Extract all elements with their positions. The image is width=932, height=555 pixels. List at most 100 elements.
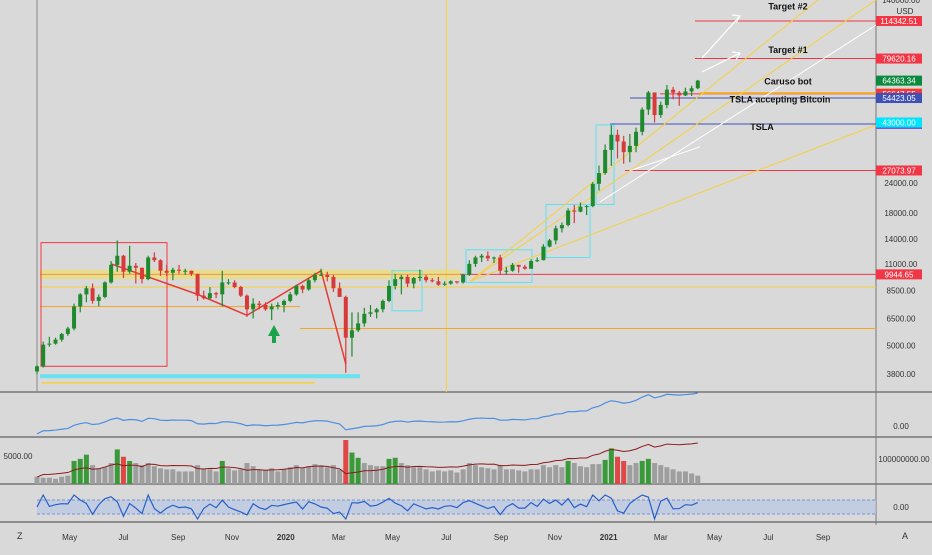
volume-bar-24 bbox=[182, 471, 188, 484]
volume-bar-85 bbox=[559, 467, 565, 484]
volume-bar-46 bbox=[318, 465, 324, 484]
time-tick-label: 2020 bbox=[277, 533, 295, 542]
volume-bar-73 bbox=[485, 468, 491, 484]
volume-bar-25 bbox=[188, 471, 194, 484]
auto-scale-label[interactable]: A bbox=[902, 531, 909, 541]
candle-78-body bbox=[516, 264, 521, 267]
candle-21-body bbox=[164, 270, 169, 273]
volume-bar-30 bbox=[219, 460, 225, 484]
candle-57-body bbox=[387, 285, 392, 301]
candle-33-body bbox=[238, 287, 243, 296]
candle-64-body bbox=[430, 280, 435, 282]
candle-61-body bbox=[411, 278, 416, 284]
volume-bar-11 bbox=[102, 467, 108, 484]
price-label: 27073.97 bbox=[882, 166, 916, 175]
candle-19-body bbox=[152, 257, 157, 261]
candle-100-body bbox=[652, 92, 657, 116]
volume-bar-77 bbox=[510, 469, 516, 484]
volume-bar-101 bbox=[658, 465, 664, 484]
volume-bar-14 bbox=[120, 456, 126, 484]
price-label-bg bbox=[876, 93, 922, 104]
price-tick-label: 5000.00 bbox=[887, 342, 916, 351]
candle-76-body bbox=[504, 270, 509, 272]
volume-bar-84 bbox=[553, 465, 559, 484]
volume-bar-18 bbox=[145, 463, 151, 484]
volume-bar-81 bbox=[534, 469, 540, 484]
volume-bar-54 bbox=[367, 465, 373, 484]
target-2-arrow-head bbox=[731, 14, 741, 24]
candle-series bbox=[35, 79, 700, 375]
candle-38-body bbox=[269, 306, 274, 310]
white-short-line bbox=[629, 146, 701, 172]
time-tick-label: May bbox=[707, 533, 722, 542]
volume-bar-28 bbox=[207, 469, 213, 484]
candle-7-body bbox=[78, 294, 83, 307]
volume-bar-61 bbox=[411, 467, 417, 484]
volume-bar-36 bbox=[256, 469, 262, 484]
price-label-bg bbox=[876, 269, 922, 280]
candle-102-body bbox=[664, 89, 669, 105]
candle-73-body bbox=[485, 255, 490, 259]
candle-59-body bbox=[399, 276, 404, 280]
indicator-2-line bbox=[36, 493, 699, 522]
price-tick-label: 140000.00 bbox=[882, 0, 920, 5]
candle-1-body bbox=[41, 344, 46, 367]
candle-9-body bbox=[90, 288, 95, 301]
volume-bar-79 bbox=[522, 471, 528, 484]
price-label-bg bbox=[876, 53, 922, 64]
candle-13-body bbox=[115, 255, 120, 265]
candle-4-body bbox=[59, 333, 64, 340]
volume-bar-34 bbox=[244, 463, 250, 484]
volume-bar-65 bbox=[435, 470, 441, 484]
candle-0-body bbox=[35, 366, 39, 372]
price-label-bg bbox=[876, 75, 922, 86]
candle-16-body bbox=[133, 265, 138, 268]
volume-bar-1 bbox=[40, 477, 46, 484]
cyan-band bbox=[40, 374, 360, 379]
volume-bar-10 bbox=[96, 468, 102, 484]
candle-70-body bbox=[467, 263, 472, 275]
volume-bar-7 bbox=[77, 458, 83, 484]
candle-87-body bbox=[572, 210, 577, 212]
candle-53-body bbox=[362, 313, 367, 324]
volume-bar-13 bbox=[114, 449, 120, 484]
volume-bar-52 bbox=[355, 457, 361, 484]
cyan-box-3 bbox=[545, 204, 591, 259]
volume-bar-83 bbox=[547, 467, 553, 484]
volume-bar-31 bbox=[225, 468, 231, 484]
candle-66-body bbox=[442, 283, 447, 285]
candle-67-body bbox=[448, 281, 453, 284]
volume-bar-3 bbox=[53, 478, 59, 484]
candle-2-body bbox=[47, 343, 52, 345]
volume-bar-21 bbox=[164, 469, 170, 484]
price-label: 54423.05 bbox=[882, 94, 916, 103]
candle-27-body bbox=[201, 295, 206, 299]
volume-bar-35 bbox=[250, 466, 256, 484]
volume-bar-96 bbox=[627, 465, 633, 484]
volume-right-tick: 100000000.00 bbox=[878, 455, 930, 464]
candle-40-body bbox=[282, 300, 287, 306]
candle-104-body bbox=[677, 92, 682, 96]
candle-20-body bbox=[158, 260, 163, 271]
volume-bar-90 bbox=[590, 464, 596, 484]
target-2-arrow bbox=[701, 15, 741, 59]
time-tick-label: Nov bbox=[548, 533, 562, 542]
candle-3-body bbox=[53, 339, 58, 344]
candle-94-body bbox=[615, 134, 620, 142]
volume-bar-92 bbox=[602, 459, 608, 484]
volume-bar-91 bbox=[596, 464, 602, 484]
candle-17-body bbox=[139, 267, 144, 280]
white-trend-line bbox=[599, 24, 877, 203]
time-tick-label: May bbox=[62, 533, 77, 542]
volume-bar-8 bbox=[83, 454, 89, 484]
time-tick-label: Sep bbox=[816, 533, 831, 542]
target-1-arrow-head bbox=[731, 51, 741, 61]
indicator-1-line bbox=[36, 392, 698, 435]
z-axis-label: Z bbox=[17, 531, 23, 541]
volume-bar-39 bbox=[275, 471, 281, 484]
candle-107-body bbox=[695, 80, 700, 89]
volume-bar-29 bbox=[213, 471, 219, 484]
volume-bar-5 bbox=[65, 475, 71, 484]
candle-42-body bbox=[294, 285, 299, 295]
volume-bar-40 bbox=[281, 469, 287, 484]
